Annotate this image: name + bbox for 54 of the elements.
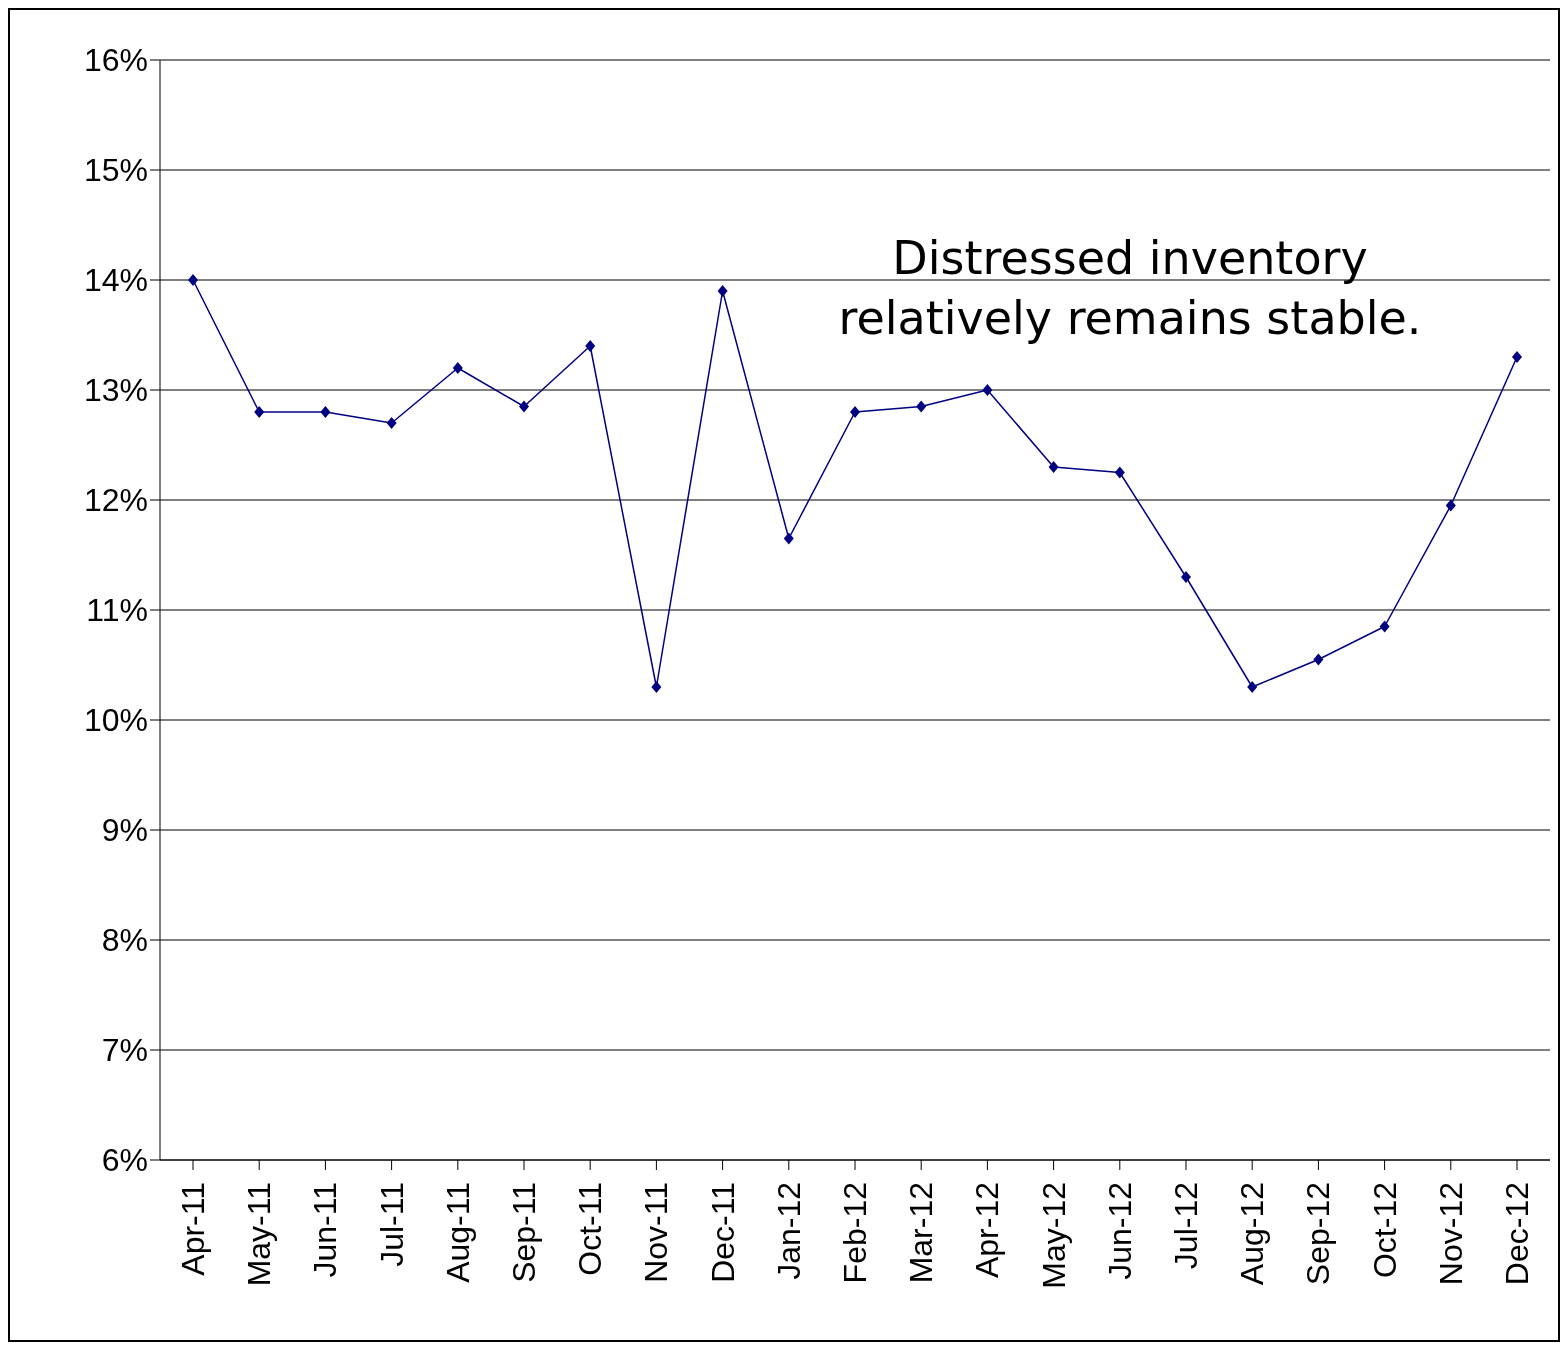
x-tick-label: Nov-12 (1432, 1182, 1469, 1286)
x-tick-label: Jan-12 (770, 1182, 807, 1280)
point (717, 285, 728, 297)
point (783, 532, 794, 545)
point (1445, 499, 1456, 512)
point (254, 406, 265, 418)
x-tick-label: Oct-11 (572, 1182, 609, 1276)
x-tick-label: Jul-11 (373, 1182, 410, 1267)
y-tick-label: 8% (101, 922, 148, 959)
point (1313, 653, 1324, 666)
x-tick-label: Dec-11 (704, 1182, 741, 1283)
y-tick-label: 7% (101, 1032, 148, 1069)
y-tick-label: 11% (86, 592, 148, 629)
point (188, 274, 198, 286)
y-tick-label: 13% (83, 372, 148, 409)
y-tick-label: 12% (83, 482, 148, 519)
y-tick-label: 10% (83, 702, 148, 739)
point (651, 681, 662, 693)
point (1114, 466, 1125, 479)
x-tick-label: May-11 (241, 1182, 278, 1287)
point (386, 417, 397, 429)
point (452, 362, 463, 374)
x-tick-label: Oct-12 (1366, 1182, 1403, 1279)
x-tick-label: Jun-11 (307, 1182, 344, 1278)
point (585, 340, 596, 352)
x-tick-label: Jun-12 (1101, 1182, 1138, 1280)
x-tick-label: Mar-12 (903, 1182, 940, 1284)
x-tick-label: May-12 (1035, 1182, 1072, 1289)
point (320, 406, 331, 418)
point (1247, 681, 1258, 693)
x-tick-label: Apr-11 (175, 1182, 211, 1276)
x-tick-label: Sep-11 (506, 1182, 542, 1283)
x-tick-label: Apr-12 (969, 1182, 1006, 1279)
point (1181, 571, 1191, 583)
point (1048, 461, 1059, 473)
annotation: Distressed inventory relatively remains stable. (837, 230, 1423, 347)
point (1379, 620, 1390, 633)
point (982, 384, 993, 396)
point (916, 400, 927, 413)
y-tick-label: 6% (101, 1142, 148, 1179)
point (519, 400, 529, 413)
point (1512, 351, 1522, 363)
x-tick-label: Aug-12 (1234, 1182, 1271, 1286)
x-tick-label: Dec-12 (1499, 1182, 1535, 1286)
y-tick-label: 16% (83, 42, 148, 79)
x-tick-label: Feb-12 (837, 1182, 873, 1284)
x-tick-label: Aug-11 (439, 1182, 476, 1283)
y-tick-label: 15% (83, 152, 148, 189)
x-tick-label: Nov-11 (638, 1182, 675, 1283)
y-tick-label: 9% (101, 812, 148, 849)
point (850, 406, 860, 418)
x-tick-label: Jul-12 (1168, 1182, 1204, 1270)
x-tick-label: Sep-12 (1300, 1182, 1337, 1286)
y-tick-label: 14% (83, 262, 148, 299)
